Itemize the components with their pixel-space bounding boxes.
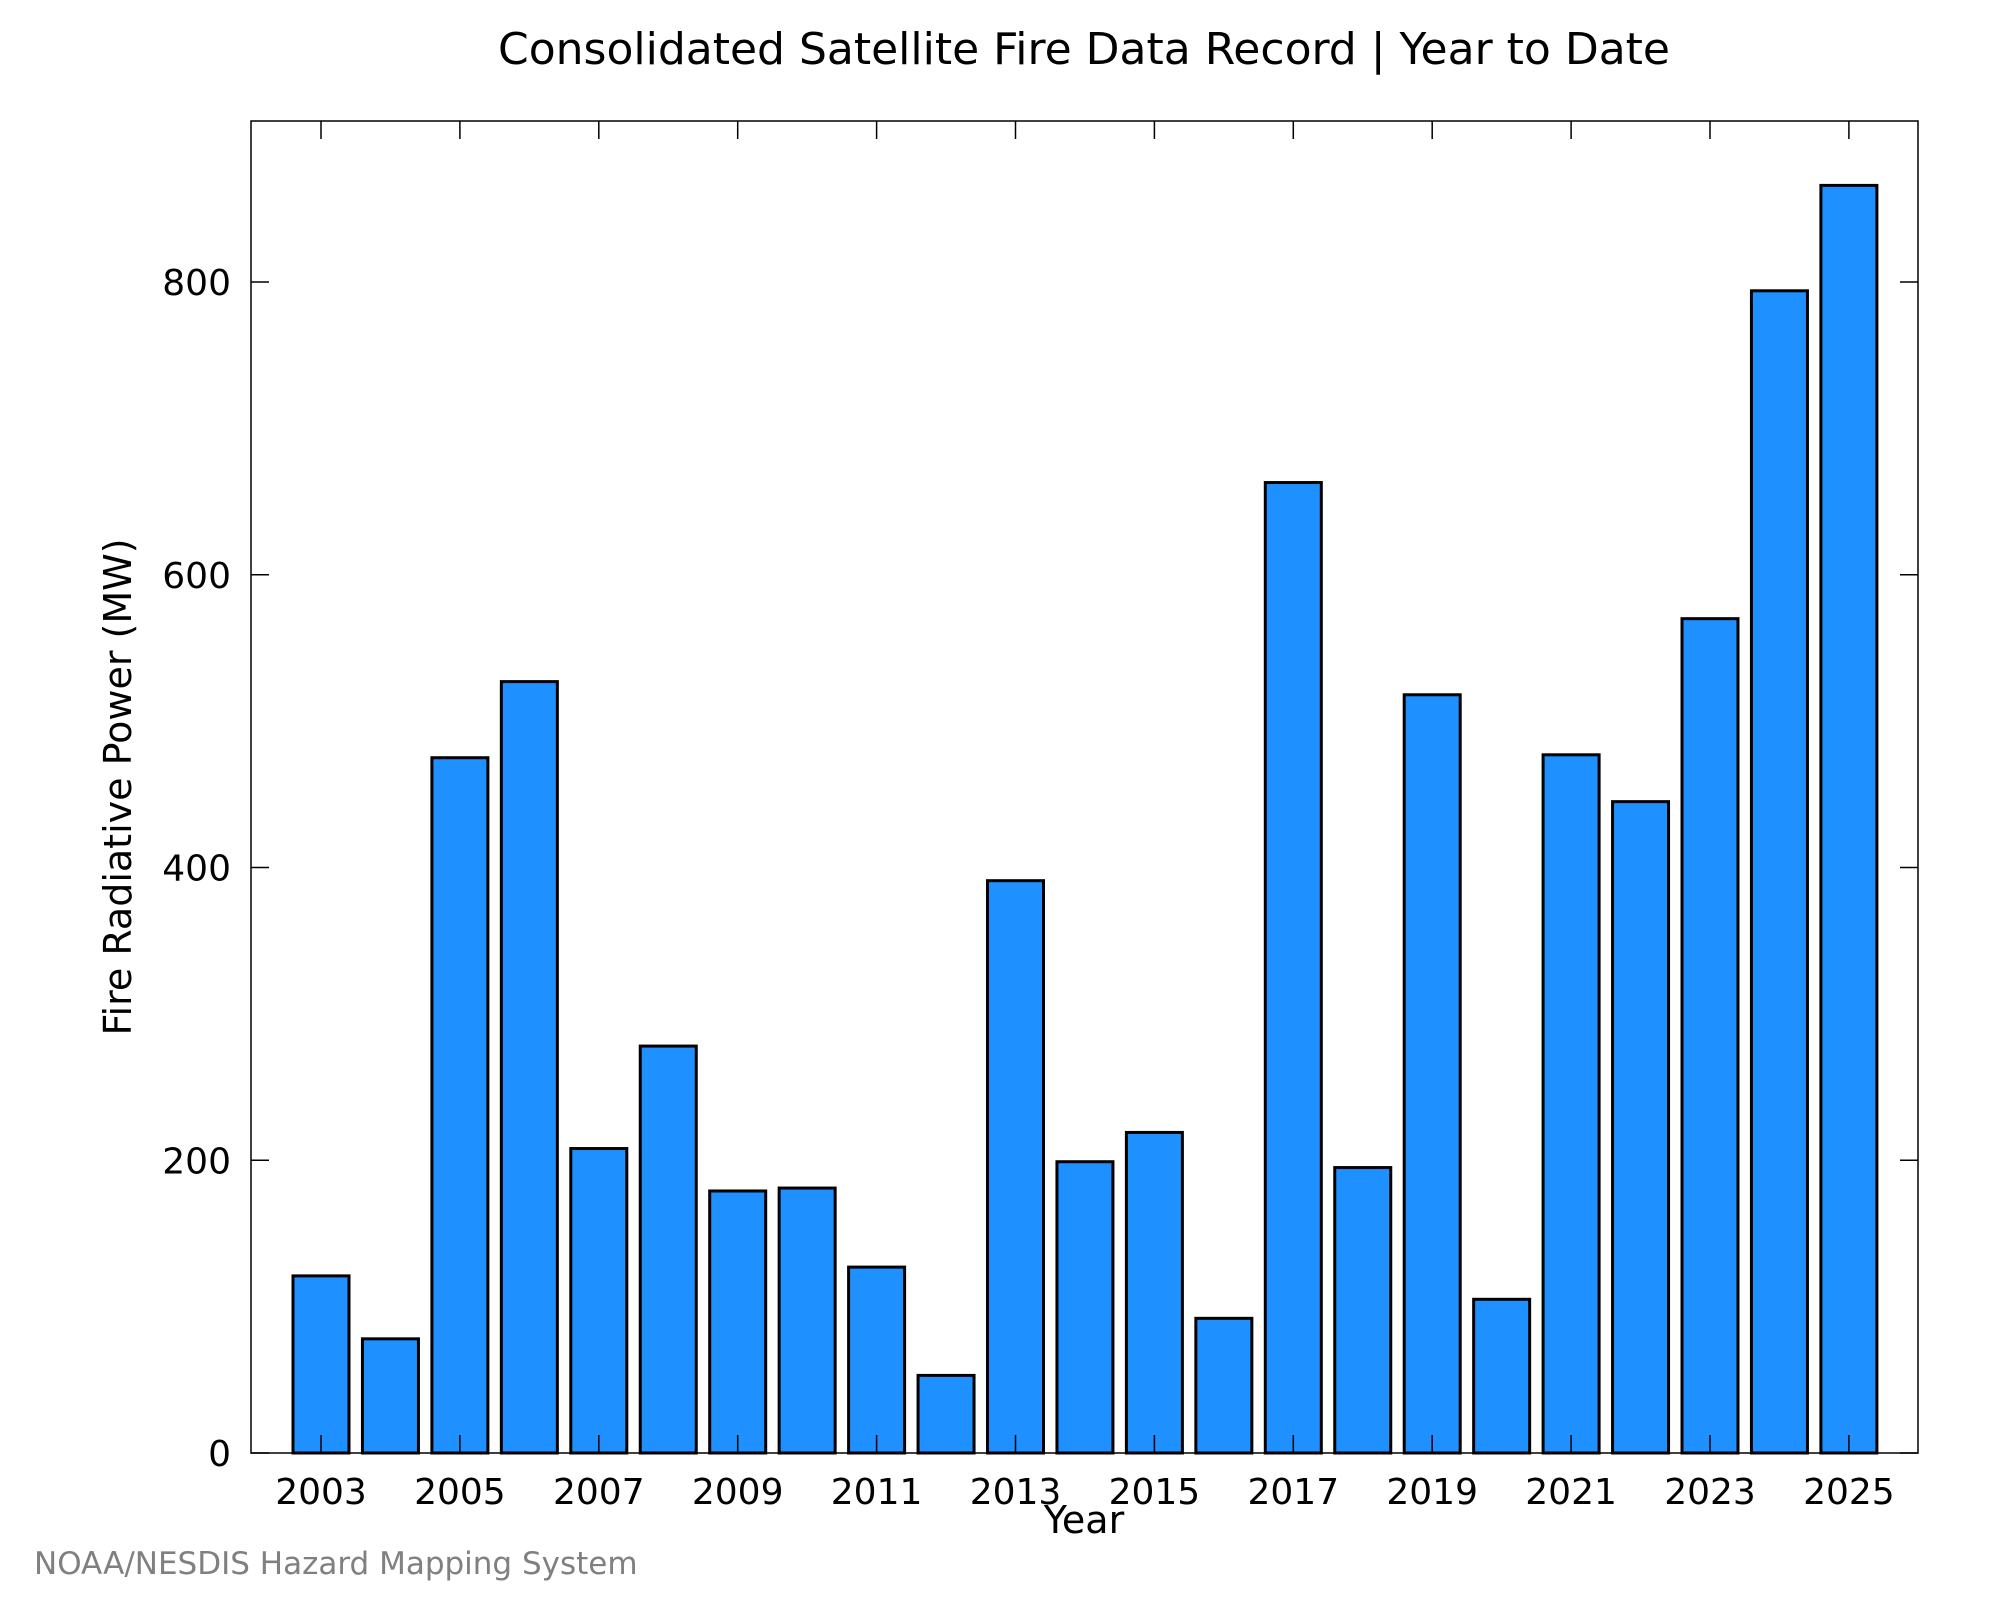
bar-2021 — [1541, 753, 1601, 1455]
x-tick-label-2025: 2025 — [1803, 1472, 1895, 1513]
y-ticks-group: 0 200 400 600 800 — [162, 263, 1918, 1475]
y-tick-label-800: 800 — [162, 263, 231, 304]
bar-2003 — [291, 1274, 351, 1455]
bar-2013 — [986, 879, 1045, 1455]
bar-2017 — [1263, 481, 1323, 1455]
x-tick-label-2019: 2019 — [1386, 1472, 1478, 1513]
bar-2016 — [1194, 1316, 1254, 1455]
bar-2023 — [1680, 617, 1740, 1455]
chart-title: Consolidated Satellite Fire Data Record … — [498, 24, 1670, 75]
x-tick-label-2007: 2007 — [553, 1472, 645, 1513]
bar-2020 — [1472, 1297, 1532, 1455]
x-tick-label-2003: 2003 — [275, 1472, 367, 1513]
bar-2011 — [847, 1265, 907, 1455]
plot-frame — [250, 120, 1919, 1454]
x-tick-label-2023: 2023 — [1664, 1472, 1756, 1513]
bar-2015 — [1124, 1130, 1184, 1455]
x-axis-label: Year — [1043, 1498, 1125, 1542]
x-ticks-group: 2003 2005 2007 2009 2011 2013 2015 2017 2019 2021… — [275, 121, 1895, 1513]
bar-2018 — [1333, 1166, 1393, 1455]
bar-2005 — [430, 756, 490, 1455]
x-tick-label-2005: 2005 — [414, 1472, 506, 1513]
y-tick-label-600: 600 — [162, 556, 231, 597]
bar-2022 — [1611, 800, 1671, 1455]
bar-2009 — [708, 1189, 768, 1455]
bar-2025 — [1819, 183, 1879, 1455]
bar-2024 — [1749, 289, 1809, 1455]
y-axis-label: Fire Radiative Power (MW) — [96, 538, 140, 1035]
bar-2012 — [916, 1373, 976, 1455]
x-tick-label-2011: 2011 — [831, 1472, 923, 1513]
y-tick-label-400: 400 — [162, 849, 231, 890]
bars-group — [291, 183, 1879, 1455]
x-tick-label-2017: 2017 — [1247, 1472, 1339, 1513]
x-tick-label-2021: 2021 — [1525, 1472, 1617, 1513]
bar-2014 — [1055, 1160, 1115, 1455]
bar-2008 — [638, 1044, 698, 1455]
y-tick-label-0: 0 — [208, 1434, 231, 1475]
bar-2010 — [777, 1186, 837, 1455]
y-tick-label-200: 200 — [162, 1141, 231, 1182]
bar-2004 — [360, 1337, 420, 1455]
bar-2019 — [1402, 693, 1462, 1455]
x-tick-label-2009: 2009 — [692, 1472, 784, 1513]
x-tick-label-2013: 2013 — [970, 1472, 1062, 1513]
bar-2007 — [569, 1147, 629, 1455]
bar-2006 — [499, 680, 559, 1455]
footer-credit: NOAA/NESDIS Hazard Mapping System — [34, 1546, 638, 1582]
x-tick-label-2015: 2015 — [1109, 1472, 1201, 1513]
